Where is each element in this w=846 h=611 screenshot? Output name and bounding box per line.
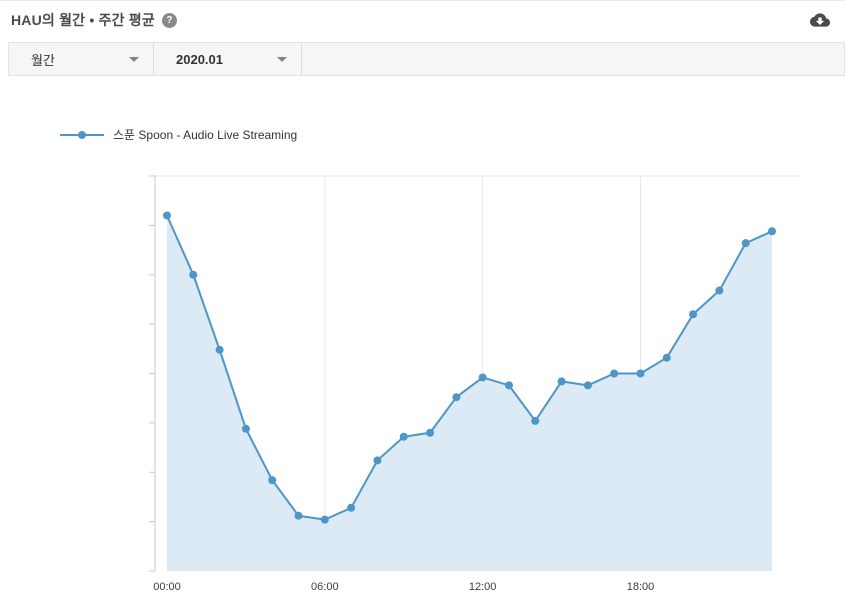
data-point[interactable] xyxy=(163,211,171,220)
data-point[interactable] xyxy=(347,503,356,512)
x-axis-label: 18:00 xyxy=(627,581,655,593)
month-select-value: 2020.01 xyxy=(176,51,223,67)
data-point[interactable] xyxy=(294,511,303,520)
data-point[interactable] xyxy=(531,416,540,425)
legend-line-marker-icon xyxy=(60,130,104,139)
widget-header: HAU의 월간 • 주간 평균 ? xyxy=(0,1,846,39)
legend-label: 스푼 Spoon - Audio Live Streaming xyxy=(113,128,298,142)
series-line xyxy=(166,214,773,521)
cloud-download-icon xyxy=(810,13,830,27)
month-select[interactable]: 2020.01 xyxy=(154,43,302,75)
data-point[interactable] xyxy=(689,310,698,319)
data-point[interactable] xyxy=(268,476,277,485)
data-point[interactable] xyxy=(715,286,724,295)
chevron-down-icon xyxy=(129,56,139,62)
x-axis-label: 06:00 xyxy=(311,581,339,593)
filter-bar: 월간 2020.01 xyxy=(8,42,845,76)
download-button[interactable] xyxy=(808,8,832,32)
data-point[interactable] xyxy=(320,515,329,524)
data-point[interactable] xyxy=(452,393,461,402)
data-point[interactable] xyxy=(636,369,645,378)
data-point[interactable] xyxy=(610,369,619,378)
chevron-down-icon xyxy=(277,56,287,62)
data-point[interactable] xyxy=(399,432,408,441)
legend[interactable]: 스푼 Spoon - Audio Live Streaming xyxy=(60,126,297,143)
data-point[interactable] xyxy=(373,456,382,465)
page-title: HAU의 월간 • 주간 평균 xyxy=(11,12,155,28)
data-point[interactable] xyxy=(583,381,592,390)
x-axis-label: 12:00 xyxy=(469,581,497,593)
data-point[interactable] xyxy=(557,377,566,386)
data-point[interactable] xyxy=(241,424,250,433)
period-select[interactable]: 월간 xyxy=(9,43,154,75)
series-area-fill xyxy=(167,215,772,571)
data-point[interactable] xyxy=(662,353,671,362)
data-point[interactable] xyxy=(426,428,435,437)
hau-area-chart: 00:00 06:00 12:00 18:00 xyxy=(149,175,800,593)
data-point[interactable] xyxy=(504,381,513,390)
data-point[interactable] xyxy=(478,373,487,382)
data-point[interactable] xyxy=(189,270,198,279)
x-axis-label: 00:00 xyxy=(153,581,181,593)
data-point[interactable] xyxy=(741,239,750,248)
period-select-value: 월간 xyxy=(31,52,55,68)
title-wrap: HAU의 월간 • 주간 평균 ? xyxy=(11,10,177,30)
data-point[interactable] xyxy=(768,227,776,236)
data-point[interactable] xyxy=(215,345,224,354)
help-icon[interactable]: ? xyxy=(161,12,177,28)
